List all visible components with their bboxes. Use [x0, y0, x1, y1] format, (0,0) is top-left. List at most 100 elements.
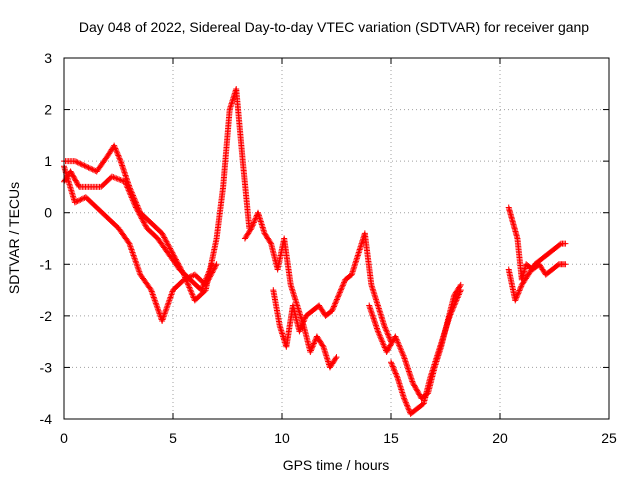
data-point-marker: [178, 267, 185, 274]
data-point-marker: [78, 161, 85, 168]
chart-title: Day 048 of 2022, Sidereal Day-to-day VTE…: [79, 19, 589, 35]
data-point-marker: [165, 242, 172, 249]
data-point-marker: [150, 294, 157, 301]
data-point-marker: [113, 175, 120, 182]
data-point-marker: [404, 402, 411, 409]
data-point-marker: [73, 198, 80, 205]
data-point-marker: [75, 160, 82, 167]
data-point-marker: [147, 285, 154, 292]
data-point-marker: [251, 218, 258, 225]
data-point-marker: [126, 183, 133, 190]
data-point-marker: [115, 152, 122, 159]
data-point-marker: [334, 295, 341, 302]
data-point-marker: [111, 142, 118, 149]
data-point-marker: [385, 333, 392, 340]
data-point-marker: [378, 337, 385, 344]
data-point-marker: [394, 337, 401, 344]
series-trace: [270, 230, 394, 350]
data-point-marker: [300, 319, 307, 326]
data-point-marker: [73, 178, 80, 185]
data-point-marker: [189, 291, 196, 298]
grid: [64, 58, 609, 419]
data-point-marker: [164, 303, 171, 310]
data-point-marker: [131, 196, 138, 203]
data-point-marker: [247, 226, 254, 233]
data-point-marker: [341, 279, 348, 286]
data-point-marker: [117, 156, 124, 163]
data-point-marker: [74, 181, 81, 188]
data-point-marker: [148, 288, 155, 295]
data-point-marker: [390, 364, 397, 371]
data-point-marker: [389, 338, 396, 345]
data-point-marker: [136, 270, 143, 277]
data-point-marker: [401, 396, 408, 403]
data-point-marker: [108, 173, 115, 180]
data-point-marker: [249, 223, 256, 230]
data-point-marker: [386, 334, 393, 341]
data-points: [61, 85, 569, 417]
data-point-marker: [390, 366, 397, 373]
data-point-marker: [392, 334, 399, 341]
y-tick-label: 3: [44, 50, 52, 66]
data-point-marker: [297, 326, 304, 333]
data-point-marker: [376, 332, 383, 339]
data-point-marker: [165, 298, 172, 305]
data-point-marker: [330, 303, 337, 310]
data-point-marker: [162, 309, 169, 316]
data-point-marker: [116, 176, 123, 183]
data-point-marker: [151, 297, 158, 304]
data-point-marker: [454, 294, 461, 301]
series-trace: [61, 163, 220, 325]
data-point-marker: [163, 238, 170, 245]
data-point-marker: [71, 176, 78, 183]
data-point-marker: [81, 162, 88, 169]
data-point-marker: [401, 395, 408, 402]
data-point-marker: [175, 261, 182, 268]
data-point-marker: [153, 301, 160, 308]
data-point-marker: [382, 325, 389, 332]
series-trace: [505, 204, 569, 283]
data-point-marker: [212, 262, 219, 269]
data-point-marker: [392, 369, 399, 376]
data-point-marker: [188, 290, 195, 297]
data-point-marker: [132, 256, 139, 263]
data-point-marker: [177, 266, 184, 273]
data-point-marker: [186, 284, 193, 291]
data-point-marker: [449, 307, 456, 314]
data-point-marker: [166, 244, 173, 251]
data-point-marker: [119, 177, 126, 184]
data-point-marker: [130, 192, 137, 199]
data-point-marker: [133, 199, 140, 206]
data-point-marker: [129, 249, 136, 256]
data-point-marker: [399, 349, 406, 356]
data-point-marker: [185, 281, 192, 288]
data-point-marker: [134, 203, 141, 210]
data-point-marker: [166, 295, 173, 302]
data-point-marker: [301, 315, 308, 322]
data-point-marker: [452, 298, 459, 305]
data-point-marker: [382, 324, 389, 331]
data-point-marker: [78, 196, 85, 203]
data-point-marker: [300, 318, 307, 325]
data-point-marker: [74, 198, 81, 205]
data-point-marker: [453, 297, 460, 304]
data-point-marker: [130, 252, 137, 259]
data-point-marker: [80, 162, 87, 169]
data-point-marker: [400, 352, 407, 359]
data-point-marker: [161, 234, 168, 241]
data-point-marker: [412, 385, 419, 392]
data-point-marker: [446, 312, 453, 319]
data-point-marker: [125, 239, 132, 246]
y-tick-label: -4: [40, 411, 53, 427]
data-point-marker: [74, 180, 81, 187]
data-point-marker: [252, 216, 259, 223]
data-point-marker: [130, 250, 137, 257]
plot-frame: [63, 57, 610, 420]
data-point-marker: [170, 252, 177, 259]
data-point-marker: [331, 302, 338, 309]
data-point-marker: [383, 328, 390, 335]
data-point-marker: [162, 307, 169, 314]
data-point-marker: [385, 346, 392, 353]
data-point-marker: [249, 222, 256, 229]
